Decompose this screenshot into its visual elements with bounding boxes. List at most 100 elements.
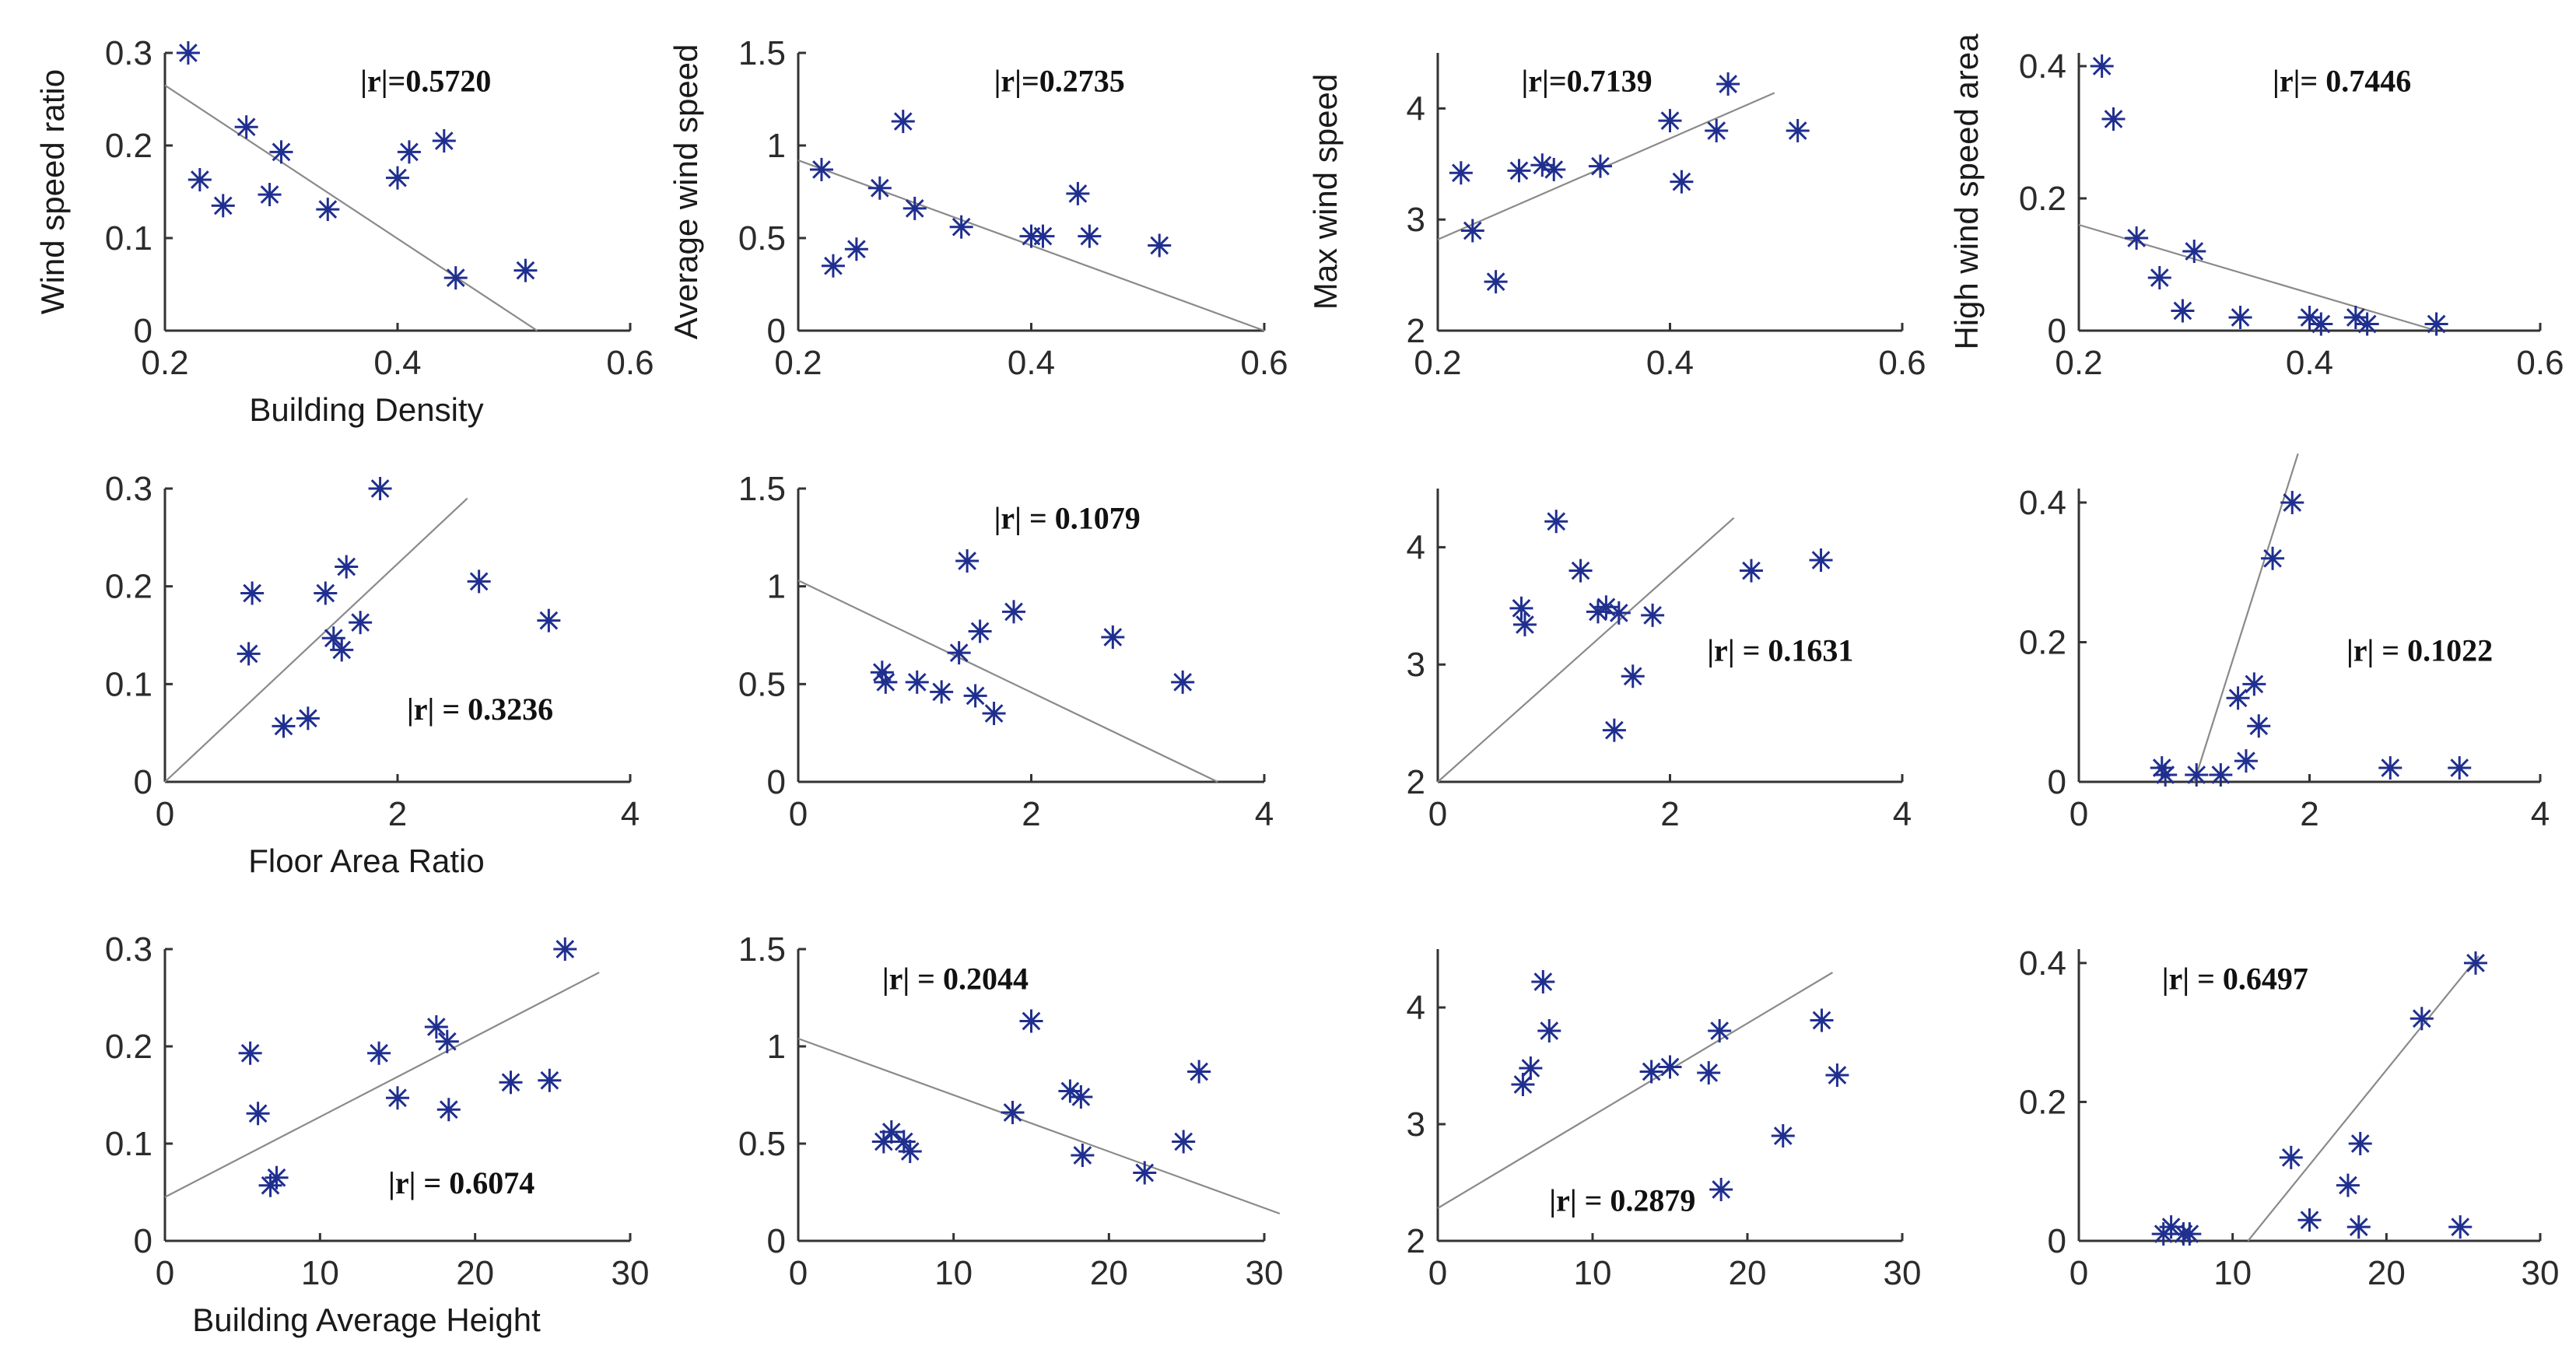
data-point-stroke — [556, 940, 575, 958]
data-point-stroke — [907, 672, 927, 692]
y-tick-label: 0 — [2048, 312, 2066, 350]
data-point — [1001, 1101, 1025, 1124]
y-tick-label: 1.5 — [738, 930, 786, 969]
subplot-r1c3: 0.2 0.4 0.6 2 3 4 |r|=0.7139 Max wind speed — [1307, 53, 1926, 382]
data-point — [513, 258, 538, 282]
data-point-stroke — [872, 663, 892, 682]
data-point-stroke — [1004, 602, 1023, 622]
data-point — [930, 680, 954, 704]
data-point — [902, 196, 927, 220]
data-point — [1739, 559, 1763, 583]
y-tick-label: 2 — [1407, 763, 1425, 801]
data-point-stroke — [1672, 172, 1691, 191]
x-tick-label: 2 — [1022, 795, 1040, 833]
x-tick-label: 20 — [1729, 1254, 1767, 1292]
data-point-stroke — [1642, 1062, 1661, 1081]
data-point — [2309, 312, 2333, 336]
data-point-stroke — [2228, 689, 2248, 708]
x-tick-label: 30 — [1246, 1254, 1284, 1292]
data-point-stroke — [1604, 720, 1624, 740]
data-point-stroke — [2180, 1225, 2199, 1243]
y-tick-label: 0.2 — [2019, 623, 2066, 661]
data-point-stroke — [370, 1043, 388, 1063]
x-tick-label: 0.2 — [1414, 344, 1461, 382]
x-tick-label: 0 — [156, 795, 174, 833]
data-point — [296, 706, 320, 731]
data-point-stroke — [1707, 121, 1726, 140]
data-point-stroke — [905, 199, 924, 218]
data-point — [2178, 1222, 2202, 1246]
regression-line — [797, 580, 1218, 783]
data-point — [2355, 312, 2379, 336]
data-point-stroke — [272, 142, 291, 162]
data-point-stroke — [2245, 674, 2264, 694]
data-point — [2228, 306, 2252, 329]
data-point — [269, 140, 293, 164]
x-tick-label: 30 — [1884, 1254, 1922, 1292]
data-point-stroke — [2237, 752, 2255, 770]
data-point-stroke — [260, 185, 279, 204]
data-point — [968, 619, 992, 643]
data-point — [2410, 1007, 2434, 1031]
y-tick-label: 0.5 — [738, 665, 786, 703]
data-point — [538, 1068, 562, 1092]
data-point — [2348, 1132, 2372, 1155]
data-point — [436, 1098, 461, 1122]
data-point-stroke — [2211, 766, 2231, 784]
data-point-stroke — [1003, 1103, 1022, 1122]
subplot-r1c1: 0.2 0.4 0.6 0 0.1 0.2 0.3 |r|=0.5720 Building De… — [34, 34, 654, 428]
data-point-stroke — [2300, 1211, 2319, 1230]
data-point-stroke — [2263, 548, 2282, 568]
data-point-stroke — [1660, 1057, 1680, 1077]
data-point — [316, 198, 340, 222]
data-point-stroke — [932, 682, 952, 702]
data-point-stroke — [1516, 615, 1534, 634]
data-point-stroke — [446, 268, 465, 288]
data-point-stroke — [2466, 953, 2485, 972]
data-point — [1568, 559, 1593, 583]
y-tick-label: 0 — [134, 312, 152, 350]
data-point — [314, 581, 338, 605]
data-point-stroke — [2311, 314, 2331, 334]
y-tick-label: 0.2 — [105, 1028, 152, 1066]
data-point-stroke — [2450, 759, 2469, 777]
data-point — [537, 608, 561, 632]
data-point-stroke — [439, 1100, 458, 1119]
data-point — [467, 569, 491, 594]
y-tick-label: 0.3 — [105, 930, 152, 969]
data-point-stroke — [1571, 561, 1590, 580]
data-point-stroke — [239, 644, 258, 664]
data-point — [1809, 548, 1833, 572]
data-point — [871, 1130, 895, 1154]
data-point — [2101, 107, 2126, 131]
data-point — [2159, 1215, 2183, 1239]
data-point-stroke — [894, 1132, 913, 1151]
y-tick-label: 0 — [767, 1222, 786, 1260]
data-point-stroke — [2300, 308, 2319, 327]
data-point — [1705, 118, 1729, 142]
data-point — [349, 611, 373, 635]
data-point-stroke — [267, 1168, 286, 1187]
data-point — [955, 548, 980, 573]
correlation-annotation: |r|=0.7139 — [1521, 64, 1652, 99]
x-tick-label: 0.4 — [2286, 344, 2333, 382]
regression-line — [164, 972, 600, 1198]
data-point-stroke — [1512, 598, 1531, 618]
data-point — [963, 684, 987, 708]
data-point — [1031, 224, 1055, 248]
x-tick-label: 0 — [789, 795, 808, 833]
subplot-r3c1: 0 10 20 30 0 0.1 0.2 0.3 |r| = 0.6074 Building Av… — [105, 930, 650, 1338]
correlation-annotation: |r| = 0.1631 — [1707, 632, 1853, 667]
data-point-stroke — [299, 709, 317, 728]
data-point — [1607, 601, 1631, 625]
data-point-stroke — [2281, 1148, 2301, 1167]
data-point-stroke — [874, 1132, 893, 1151]
x-tick-label: 10 — [934, 1254, 973, 1292]
correlation-annotation: |r|=0.5720 — [360, 64, 491, 99]
data-point — [905, 670, 929, 694]
data-point — [1484, 270, 1508, 294]
subplot-r2c2: 0 2 4 0 0.5 1 1.5 |r| = 0.1079 — [738, 470, 1274, 833]
data-point — [2336, 1173, 2360, 1197]
data-point-stroke — [1513, 1075, 1533, 1094]
y-tick-label: 0.2 — [105, 568, 152, 606]
